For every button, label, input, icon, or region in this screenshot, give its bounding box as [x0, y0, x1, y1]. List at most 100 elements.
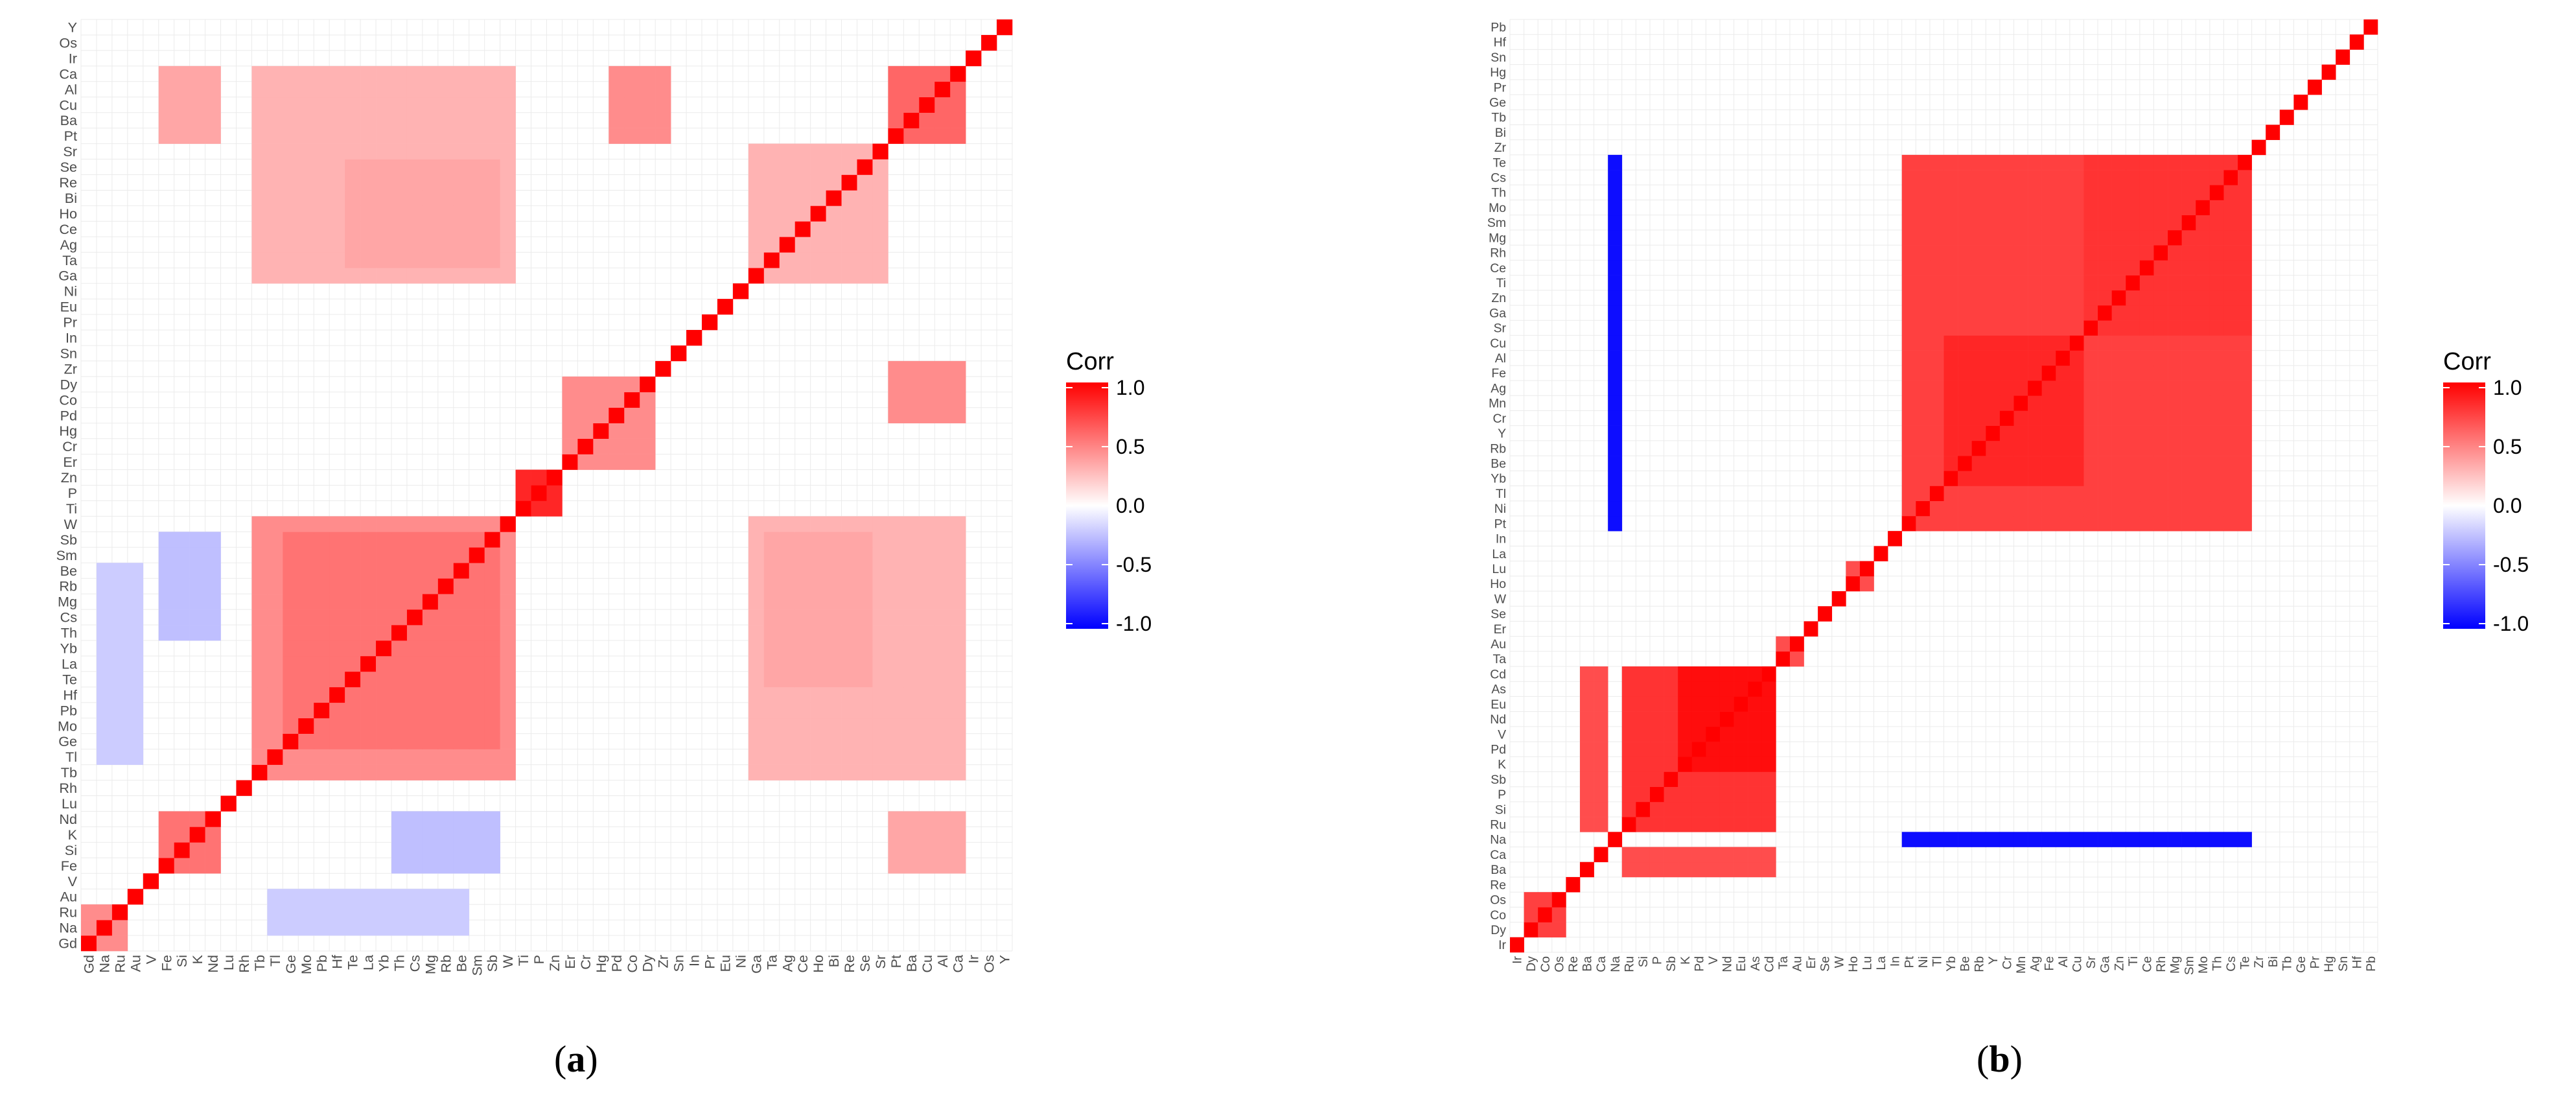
heatmap-cell [205, 858, 221, 874]
heatmap-cell [1649, 757, 1664, 772]
heatmap-cell [298, 904, 314, 921]
heatmap-cell [810, 749, 826, 765]
heatmap-cell [1579, 817, 1594, 832]
heatmap-cell [857, 718, 873, 734]
heatmap-cell [298, 268, 314, 284]
heatmap-cell [2139, 350, 2154, 366]
y-tick-label: Tl [65, 749, 77, 765]
heatmap-cell [2196, 500, 2210, 517]
heatmap-cell [267, 563, 283, 579]
heatmap-cell [406, 609, 423, 626]
heatmap-cell [2056, 365, 2071, 381]
heatmap-cell [453, 609, 470, 626]
heatmap-cell [251, 268, 268, 284]
x-tick-label: Na [1608, 956, 1623, 972]
heatmap-cell [903, 376, 920, 393]
heatmap-cell [2168, 170, 2182, 185]
heatmap-cell [329, 718, 345, 734]
heatmap-cell [810, 687, 826, 703]
x-tick-label: Ag [779, 955, 795, 972]
heatmap-cell [1929, 515, 1944, 532]
heatmap-cell [345, 889, 361, 905]
heatmap-cell [2126, 154, 2141, 170]
heatmap-cell [624, 97, 640, 113]
heatmap-cell [298, 718, 314, 734]
heatmap-cell [345, 112, 361, 128]
heatmap-cell [453, 252, 470, 268]
heatmap-cell [500, 733, 516, 749]
heatmap-cell [1664, 681, 1678, 697]
heatmap-cell [406, 174, 423, 191]
x-tick-label: Th [2210, 956, 2224, 971]
heatmap-cell [826, 764, 842, 780]
heatmap-cell [1999, 290, 2014, 306]
heatmap-cell [624, 407, 640, 423]
heatmap-cell [2196, 154, 2210, 170]
heatmap-cell [1944, 245, 1958, 261]
heatmap-cell [1636, 862, 1651, 878]
heatmap-cell [251, 578, 268, 594]
heatmap-cell [2126, 275, 2141, 291]
heatmap-cell [329, 764, 345, 780]
heatmap-cell [2238, 425, 2252, 441]
heatmap-cell [888, 718, 904, 734]
heatmap-cell [934, 392, 951, 408]
heatmap-cell [857, 563, 873, 579]
heatmap-cell [298, 65, 314, 82]
heatmap-cell [841, 749, 857, 765]
heatmap-cell [283, 516, 299, 532]
heatmap-cell [314, 640, 330, 657]
heatmap-cell [283, 81, 299, 98]
heatmap-cell [298, 128, 314, 144]
heatmap-cell [795, 733, 811, 749]
heatmap-panel-b: Ir Dy Co Os Re Ba Ca Na Ru Si P Sb K Pd V Nd Eu As Cd Ta Au E… [1290, 0, 2576, 1115]
heatmap-cell [779, 625, 795, 641]
heatmap-cell [2139, 275, 2154, 291]
heatmap-cell [903, 640, 920, 657]
heatmap-cell [2111, 350, 2126, 366]
heatmap-cell [2168, 215, 2182, 231]
heatmap-cell [2181, 365, 2196, 381]
heatmap-cell [609, 407, 625, 423]
heatmap-cell [1999, 381, 2014, 396]
heatmap-cell [810, 702, 826, 719]
heatmap-cell [2139, 365, 2154, 381]
heatmap-cell [1944, 456, 1958, 471]
heatmap-cell [888, 702, 904, 719]
heatmap-cell [2056, 515, 2071, 532]
heatmap-cell [1664, 771, 1678, 787]
heatmap-cell [189, 827, 205, 843]
heatmap-cell [2098, 515, 2112, 532]
heatmap-cell [2098, 486, 2112, 502]
heatmap-cell [1789, 651, 1804, 667]
heatmap-cell [2056, 320, 2071, 336]
heatmap-cell [950, 625, 966, 641]
heatmap-cell [1971, 832, 1986, 847]
heatmap-cell [111, 594, 128, 610]
heatmap-cell [376, 81, 392, 98]
heatmap-cell [1986, 185, 2001, 200]
heatmap-cell [1929, 365, 1944, 381]
heatmap-cell [422, 687, 439, 703]
heatmap-cell [345, 655, 361, 672]
heatmap-cell [624, 376, 640, 393]
heatmap-cell [1608, 832, 1623, 847]
heatmap-cell [1748, 862, 1763, 878]
heatmap-cell [2013, 170, 2028, 185]
heatmap-cell [1621, 862, 1636, 878]
heatmap-cell [1789, 636, 1804, 652]
heatmap-cell [267, 594, 283, 610]
heatmap-cell [810, 578, 826, 594]
heatmap-cell [1579, 696, 1594, 712]
heatmap-cell [779, 532, 795, 548]
heatmap-cell [1734, 681, 1748, 697]
heatmap-cell [2083, 245, 2098, 261]
heatmap-cell [593, 376, 609, 393]
heatmap-cell [1608, 486, 1623, 502]
heatmap-cell [950, 65, 966, 82]
heatmap-cell [251, 671, 268, 688]
heatmap-cell [763, 190, 780, 206]
heatmap-cell [1608, 185, 1623, 200]
heatmap-cell [888, 655, 904, 672]
heatmap-cell [1958, 215, 1972, 231]
